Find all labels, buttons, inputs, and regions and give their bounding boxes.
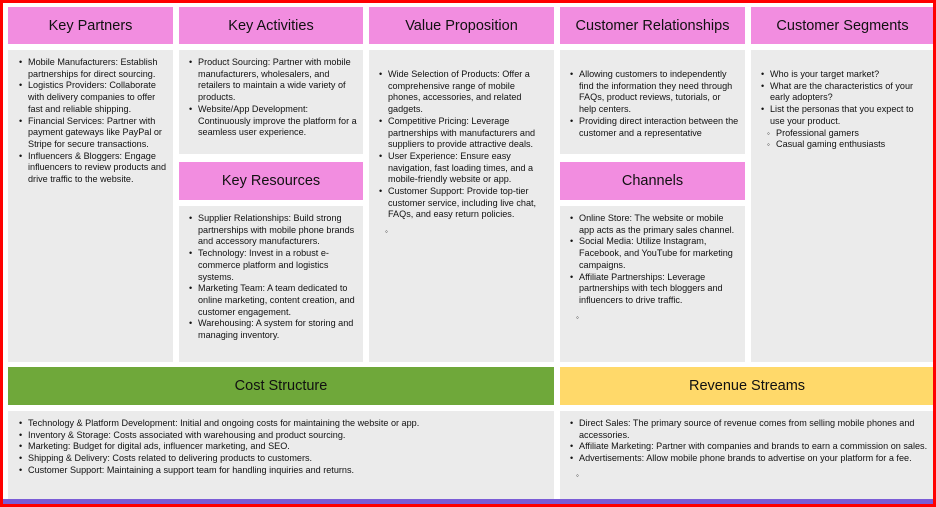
empty-sub-bullet: ◦: [385, 227, 388, 237]
personas-list: Professional gamers Casual gaming enthus…: [767, 128, 928, 151]
customer-segments-list: Who is your target market? What are the …: [761, 69, 928, 128]
list-item: Warehousing: A system for storing and ma…: [189, 318, 357, 341]
list-item: Logistics Providers: Collaborate with de…: [19, 80, 167, 115]
persona-item: Professional gamers: [767, 128, 928, 140]
list-item: Providing direct interaction between the…: [570, 116, 739, 139]
cost-structure-panel: Technology & Platform Development: Initi…: [8, 411, 554, 503]
list-item: Technology: Invest in a robust e-commerc…: [189, 248, 357, 283]
customer-relationships-header: Customer Relationships: [560, 7, 745, 44]
key-resources-panel: Supplier Relationships: Build strong par…: [179, 206, 363, 362]
list-item: List the personas that you expect to use…: [761, 104, 928, 127]
customer-segments-header: Customer Segments: [751, 7, 933, 44]
list-item: Online Store: The website or mobile app …: [570, 213, 739, 236]
empty-sub-bullet: ◦: [576, 312, 579, 322]
value-proposition-list: Wide Selection of Products: Offer a comp…: [379, 69, 548, 221]
channels-panel: Online Store: The website or mobile app …: [560, 206, 745, 362]
key-partners-header: Key Partners: [8, 7, 173, 44]
key-resources-list: Supplier Relationships: Build strong par…: [189, 213, 357, 342]
channels-header: Channels: [560, 162, 745, 200]
revenue-streams-list: Direct Sales: The primary source of reve…: [570, 418, 928, 465]
key-resources-header: Key Resources: [179, 162, 363, 200]
list-item: Who is your target market?: [761, 69, 928, 81]
revenue-streams-panel: Direct Sales: The primary source of reve…: [560, 411, 933, 503]
list-item: Direct Sales: The primary source of reve…: [570, 418, 928, 441]
list-item: Mobile Manufacturers: Establish partners…: [19, 57, 167, 80]
list-item: What are the characteristics of your ear…: [761, 81, 928, 104]
list-item: Allowing customers to independently find…: [570, 69, 739, 116]
persona-item: Casual gaming enthusiasts: [767, 139, 928, 151]
list-item: Shipping & Delivery: Costs related to de…: [19, 453, 548, 465]
list-item: Affiliate Partnerships: Leverage partner…: [570, 272, 739, 307]
channels-list: Online Store: The website or mobile app …: [570, 213, 739, 307]
list-item: Advertisements: Allow mobile phone brand…: [570, 453, 928, 465]
list-item: Influencers & Bloggers: Engage influence…: [19, 151, 167, 186]
list-item: Marketing: Budget for digital ads, influ…: [19, 441, 548, 453]
list-item: User Experience: Ensure easy navigation,…: [379, 151, 548, 186]
key-activities-list: Product Sourcing: Partner with mobile ma…: [189, 57, 357, 139]
customer-relationships-list: Allowing customers to independently find…: [570, 69, 739, 139]
list-item: Social Media: Utilize Instagram, Faceboo…: [570, 236, 739, 271]
key-partners-list: Mobile Manufacturers: Establish partners…: [19, 57, 167, 186]
list-item: Wide Selection of Products: Offer a comp…: [379, 69, 548, 116]
bottom-accent-line: [3, 499, 933, 504]
list-item: Competitive Pricing: Leverage partnershi…: [379, 116, 548, 151]
customer-relationships-panel: Allowing customers to independently find…: [560, 50, 745, 154]
revenue-streams-header: Revenue Streams: [560, 367, 933, 405]
key-activities-panel: Product Sourcing: Partner with mobile ma…: [179, 50, 363, 154]
cost-structure-header: Cost Structure: [8, 367, 554, 405]
list-item: Technology & Platform Development: Initi…: [19, 418, 548, 430]
key-activities-header: Key Activities: [179, 7, 363, 44]
list-item: Website/App Development: Continuously im…: [189, 104, 357, 139]
key-partners-panel: Mobile Manufacturers: Establish partners…: [8, 50, 173, 362]
value-proposition-header: Value Proposition: [369, 7, 554, 44]
list-item: Affiliate Marketing: Partner with compan…: [570, 441, 928, 453]
empty-sub-bullet: ◦: [576, 470, 579, 480]
list-item: Product Sourcing: Partner with mobile ma…: [189, 57, 357, 104]
value-proposition-panel: Wide Selection of Products: Offer a comp…: [369, 50, 554, 362]
list-item: Marketing Team: A team dedicated to onli…: [189, 283, 357, 318]
list-item: Supplier Relationships: Build strong par…: [189, 213, 357, 248]
cost-structure-list: Technology & Platform Development: Initi…: [19, 418, 548, 477]
list-item: Inventory & Storage: Costs associated wi…: [19, 430, 548, 442]
customer-segments-panel: Who is your target market? What are the …: [751, 50, 933, 362]
list-item: Financial Services: Partner with payment…: [19, 116, 167, 151]
list-item: Customer Support: Maintaining a support …: [19, 465, 548, 477]
list-item: Customer Support: Provide top-tier custo…: [379, 186, 548, 221]
